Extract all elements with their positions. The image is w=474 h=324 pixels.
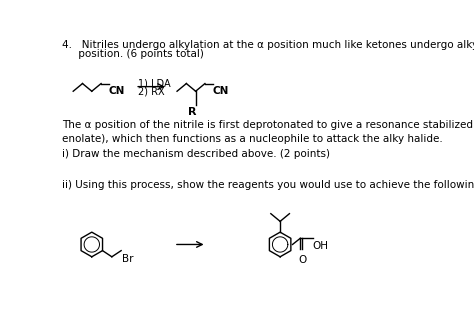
Text: 2) RX: 2) RX [137,87,164,97]
Text: R: R [188,108,197,117]
Text: position. (6 points total): position. (6 points total) [63,49,204,59]
Text: 4.   Nitriles undergo alkylation at the α position much like ketones undergo alk: 4. Nitriles undergo alkylation at the α … [63,40,474,51]
Text: OH: OH [313,241,328,251]
Text: The α position of the nitrile is first deprotonated to give a resonance stabiliz: The α position of the nitrile is first d… [63,120,474,158]
Text: Br: Br [122,254,133,264]
Text: CN: CN [109,86,125,96]
Text: ii) Using this process, show the reagents you would use to achieve the following: ii) Using this process, show the reagent… [63,180,474,190]
Text: O: O [299,255,307,265]
Text: CN: CN [213,86,229,96]
Text: 1) LDA: 1) LDA [137,79,170,89]
